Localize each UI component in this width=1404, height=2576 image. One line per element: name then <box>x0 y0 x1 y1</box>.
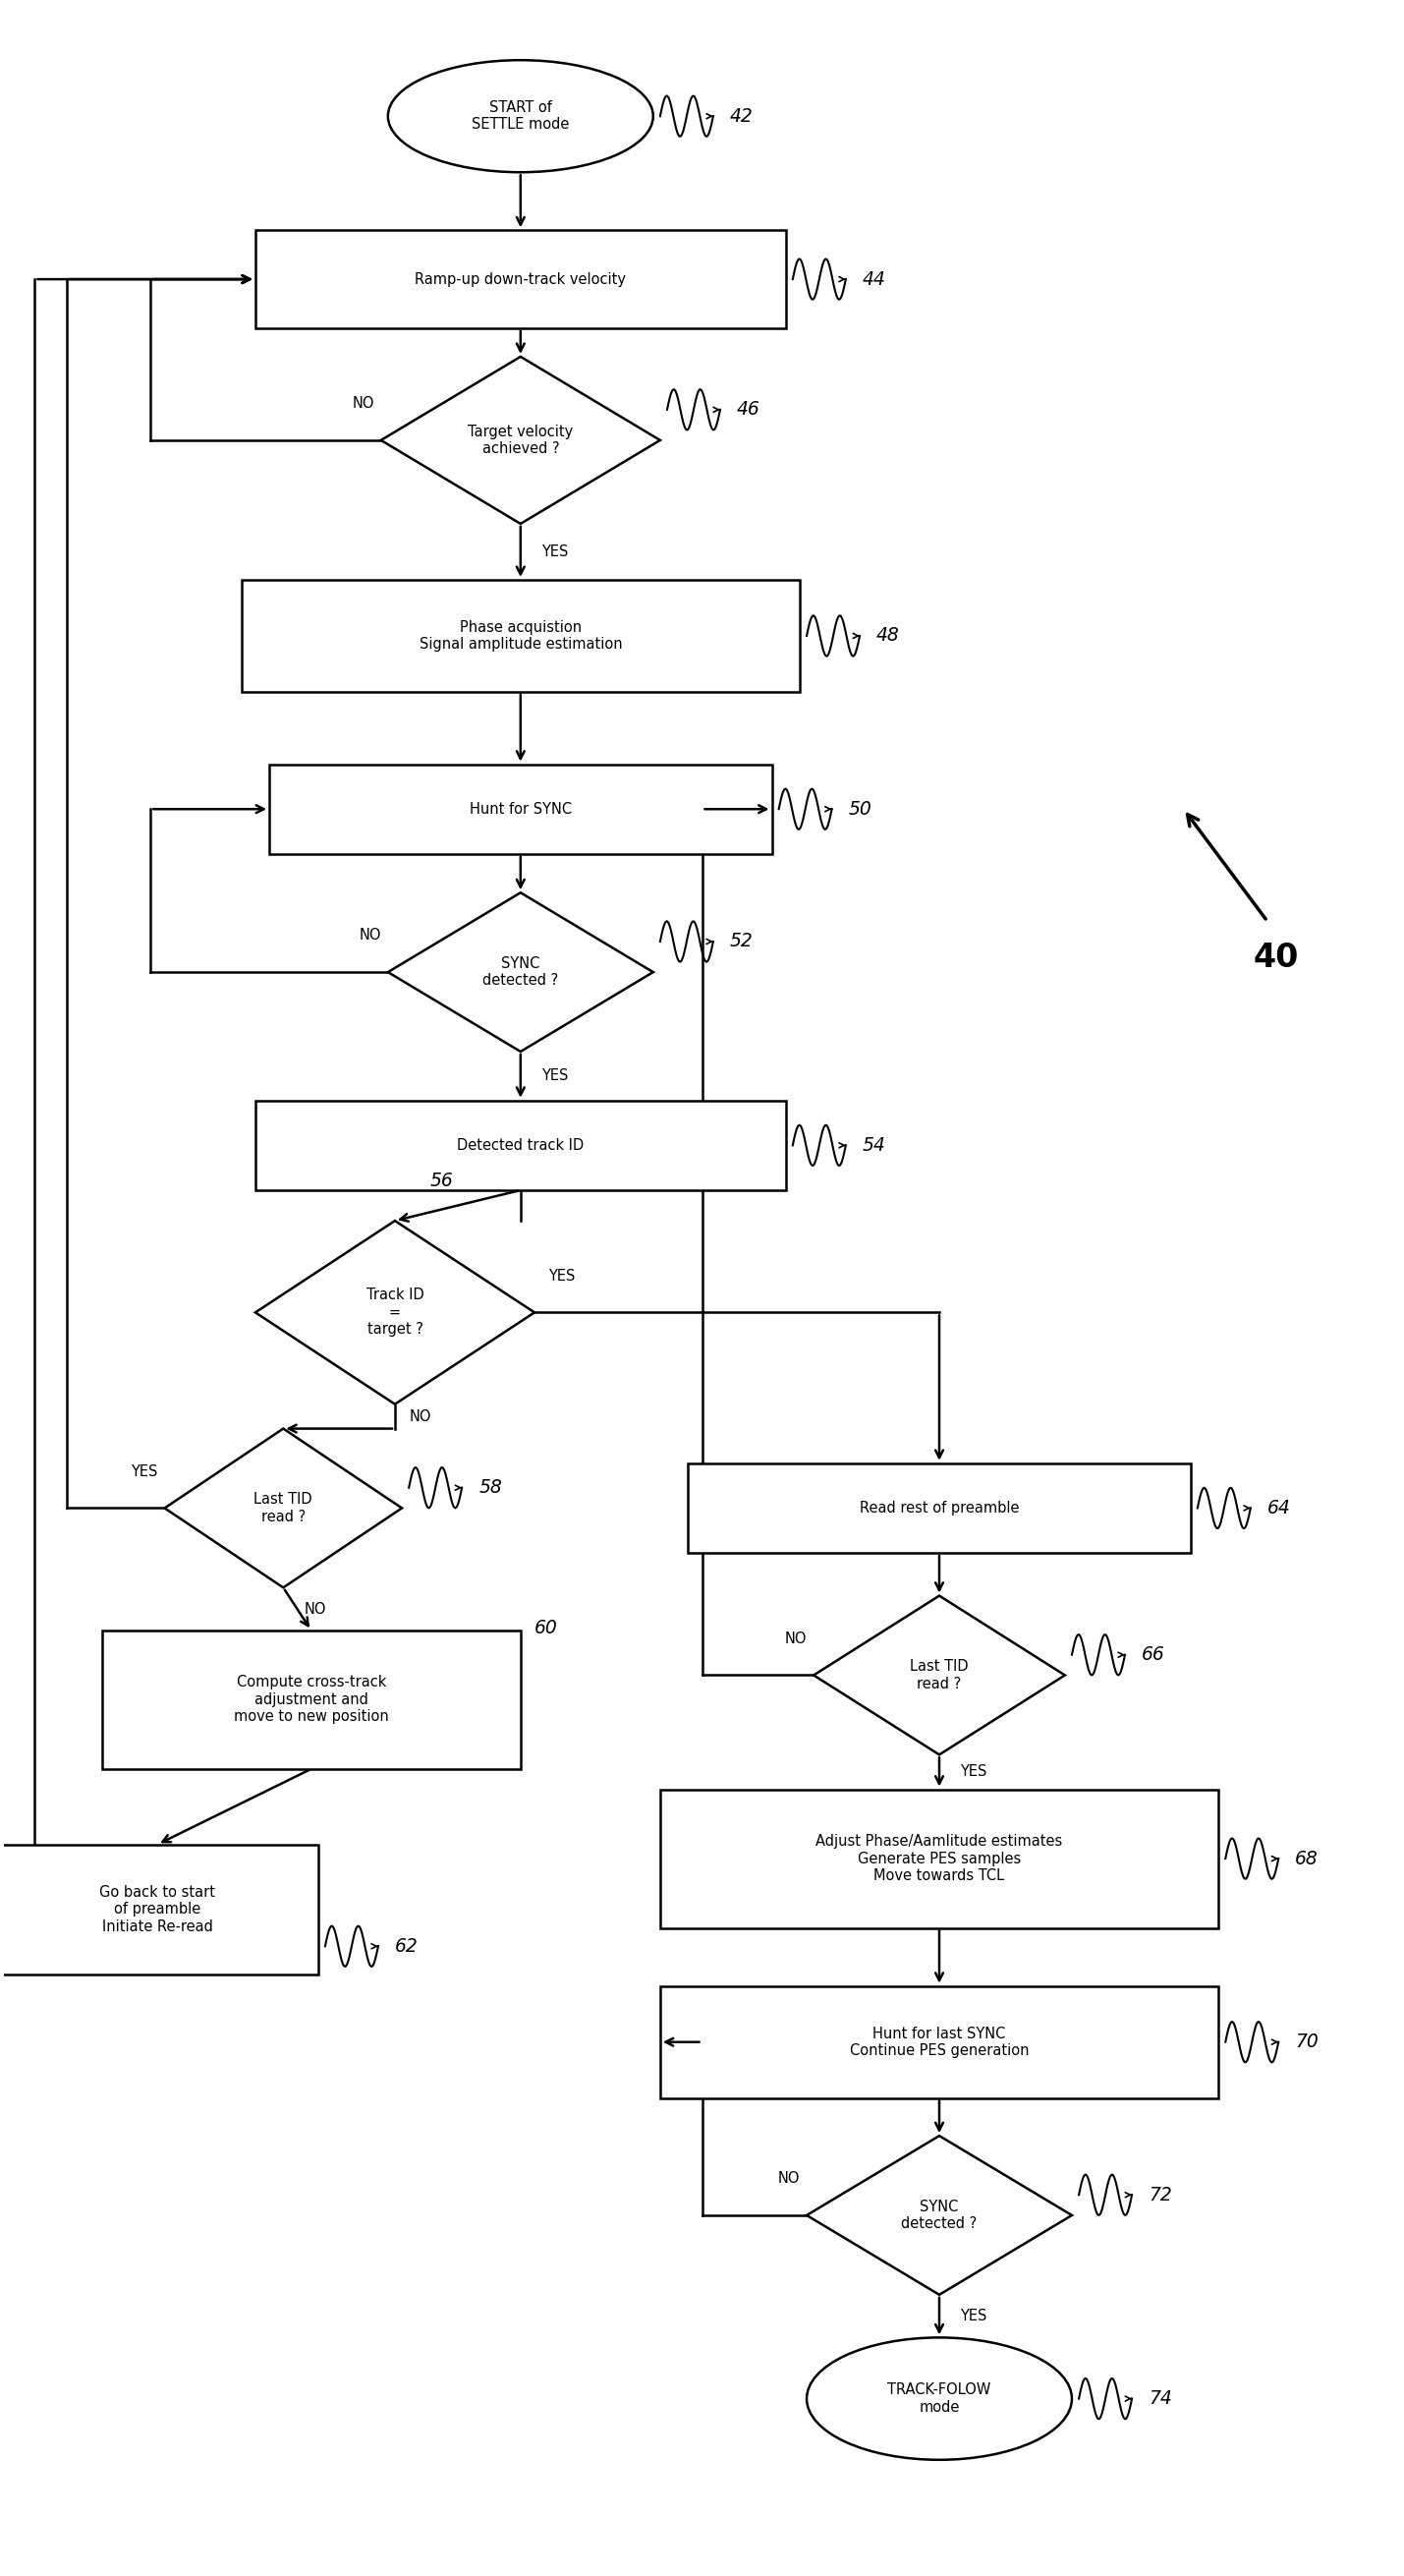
FancyBboxPatch shape <box>256 229 786 327</box>
Text: SYNC
detected ?: SYNC detected ? <box>483 956 559 989</box>
FancyBboxPatch shape <box>270 765 772 853</box>
Text: YES: YES <box>549 1267 576 1283</box>
Text: Last TID
read ?: Last TID read ? <box>254 1492 313 1525</box>
FancyBboxPatch shape <box>0 1844 319 1976</box>
Text: NO: NO <box>778 2172 800 2187</box>
FancyBboxPatch shape <box>688 1463 1191 1553</box>
Text: TRACK-FOLOW
mode: TRACK-FOLOW mode <box>887 2383 991 2414</box>
Text: 60: 60 <box>535 1618 557 1638</box>
Text: Compute cross-track
adjustment and
move to new position: Compute cross-track adjustment and move … <box>233 1674 389 1723</box>
Text: START of
SETTLE mode: START of SETTLE mode <box>472 100 570 131</box>
Text: 64: 64 <box>1268 1499 1290 1517</box>
Text: Phase acquistion
Signal amplitude estimation: Phase acquistion Signal amplitude estima… <box>418 621 622 652</box>
Text: 48: 48 <box>876 626 900 644</box>
Text: 52: 52 <box>730 933 754 951</box>
Text: Target velocity
achieved ?: Target velocity achieved ? <box>468 425 573 456</box>
Text: 74: 74 <box>1148 2391 1172 2409</box>
FancyBboxPatch shape <box>256 1100 786 1190</box>
Text: 42: 42 <box>730 106 754 126</box>
Text: 68: 68 <box>1296 1850 1318 1868</box>
FancyBboxPatch shape <box>241 580 800 693</box>
Text: 62: 62 <box>395 1937 418 1955</box>
Text: NO: NO <box>409 1409 431 1425</box>
Text: YES: YES <box>131 1463 157 1479</box>
Polygon shape <box>380 355 660 523</box>
Text: Track ID
=
target ?: Track ID = target ? <box>366 1288 424 1337</box>
Ellipse shape <box>388 59 653 173</box>
FancyBboxPatch shape <box>660 1986 1219 2097</box>
Text: 50: 50 <box>848 799 872 819</box>
Text: 58: 58 <box>479 1479 503 1497</box>
Text: Detected track ID: Detected track ID <box>458 1139 584 1151</box>
Text: YES: YES <box>542 544 569 559</box>
Text: 46: 46 <box>737 399 760 420</box>
Text: Read rest of preamble: Read rest of preamble <box>859 1502 1019 1515</box>
Text: 44: 44 <box>862 270 886 289</box>
Text: Go back to start
of preamble
Initiate Re-read: Go back to start of preamble Initiate Re… <box>100 1886 216 1935</box>
Polygon shape <box>256 1221 535 1404</box>
Text: NO: NO <box>352 397 373 412</box>
Text: 54: 54 <box>862 1136 886 1154</box>
Text: Hunt for last SYNC
Continue PES generation: Hunt for last SYNC Continue PES generati… <box>849 2027 1029 2058</box>
Text: NO: NO <box>785 1631 807 1646</box>
Text: NO: NO <box>359 927 380 943</box>
Text: SYNC
detected ?: SYNC detected ? <box>901 2200 977 2231</box>
Text: 40: 40 <box>1254 943 1299 974</box>
FancyBboxPatch shape <box>102 1631 521 1770</box>
Text: 72: 72 <box>1148 2184 1172 2205</box>
Text: YES: YES <box>960 1765 987 1780</box>
Text: NO: NO <box>305 1602 326 1615</box>
Text: Ramp-up down-track velocity: Ramp-up down-track velocity <box>416 273 626 286</box>
Polygon shape <box>807 2136 1071 2295</box>
Text: Adjust Phase/Aamlitude estimates
Generate PES samples
Move towards TCL: Adjust Phase/Aamlitude estimates Generat… <box>816 1834 1063 1883</box>
Text: 70: 70 <box>1296 2032 1318 2050</box>
Polygon shape <box>164 1430 402 1587</box>
Polygon shape <box>814 1595 1064 1754</box>
Text: Last TID
read ?: Last TID read ? <box>910 1659 969 1690</box>
Polygon shape <box>388 894 653 1051</box>
Text: Hunt for SYNC: Hunt for SYNC <box>469 801 571 817</box>
Ellipse shape <box>807 2336 1071 2460</box>
Text: YES: YES <box>960 2308 987 2324</box>
Text: 66: 66 <box>1141 1646 1165 1664</box>
FancyBboxPatch shape <box>660 1790 1219 1927</box>
Text: YES: YES <box>542 1069 569 1084</box>
Text: 56: 56 <box>430 1172 453 1190</box>
